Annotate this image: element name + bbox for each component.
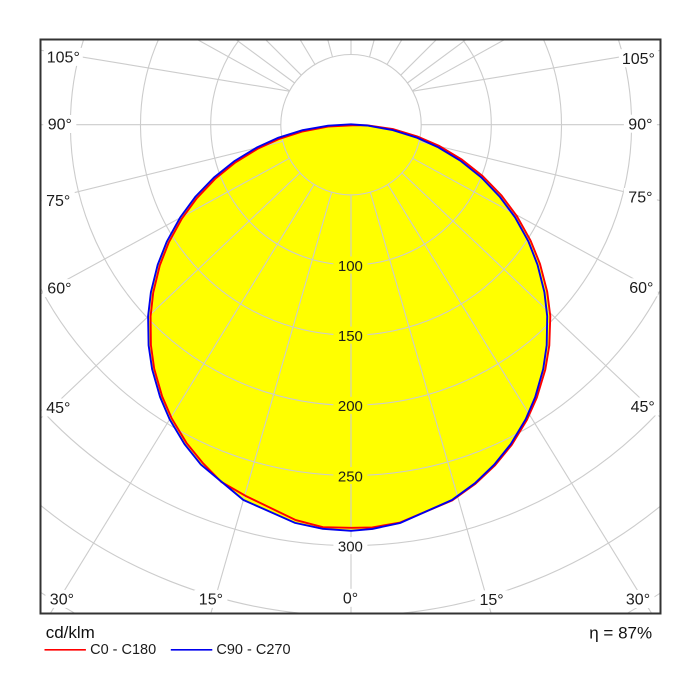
svg-text:cd/klm: cd/klm [46,623,95,642]
svg-text:90°: 90° [628,116,652,133]
svg-text:200: 200 [338,398,363,415]
svg-text:C0 - C180: C0 - C180 [90,642,156,658]
svg-text:45°: 45° [46,400,70,417]
svg-text:150: 150 [338,328,363,345]
svg-text:η = 87%: η = 87% [589,623,652,642]
svg-text:45°: 45° [631,399,655,416]
svg-text:C90 - C270: C90 - C270 [216,642,290,658]
svg-text:105°: 105° [622,51,655,68]
svg-text:15°: 15° [199,592,223,609]
svg-text:105°: 105° [47,50,80,67]
svg-text:15°: 15° [479,592,503,609]
svg-text:0°: 0° [343,590,358,607]
svg-text:75°: 75° [46,193,70,210]
svg-text:60°: 60° [629,280,653,297]
svg-text:300: 300 [338,538,363,555]
svg-text:30°: 30° [626,592,650,609]
svg-text:90°: 90° [48,117,72,134]
svg-text:75°: 75° [628,190,652,207]
svg-text:100: 100 [338,258,363,275]
svg-text:30°: 30° [50,592,74,609]
svg-text:60°: 60° [47,281,71,298]
svg-text:250: 250 [338,468,363,485]
